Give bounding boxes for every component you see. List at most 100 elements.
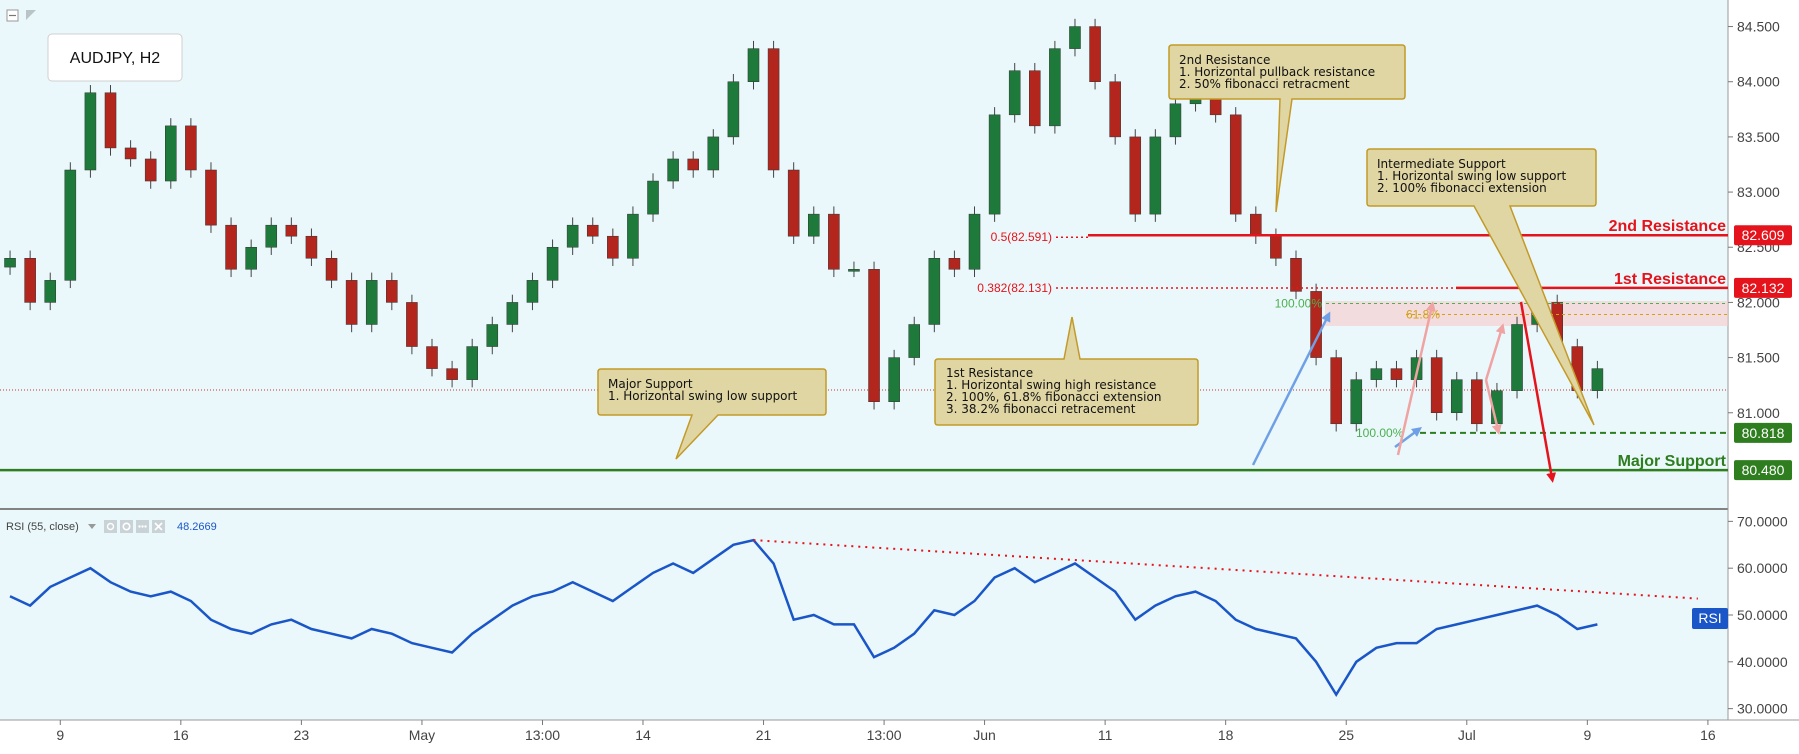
candle-body — [848, 269, 860, 272]
swing-arrow-blue-small — [1394, 427, 1423, 449]
time-axis-tick-label: Jun — [973, 727, 996, 743]
symbol-label-box[interactable]: AUDJPY, H2 — [47, 33, 183, 82]
rsi-format-dropdown-icon[interactable] — [88, 524, 96, 529]
time-axis-tick-label: May — [409, 727, 435, 743]
callout-major-support-title: Major Support — [608, 377, 693, 391]
candle-body — [1350, 379, 1363, 425]
rsi-visibility-icon[interactable] — [104, 520, 117, 533]
candle-body — [988, 114, 1001, 215]
callout-first-resistance-line-1: 1. Horizontal swing high resistance — [946, 378, 1156, 392]
price-axis-tick-label: 84.000 — [1737, 74, 1780, 90]
candle-body — [1129, 136, 1142, 215]
candle-body — [144, 158, 157, 182]
candle-body — [968, 213, 981, 270]
rsi-line — [9, 538, 1598, 697]
candle-body — [1330, 357, 1342, 425]
price-axis[interactable]: 84.50084.00083.50083.00082.50082.00081.5… — [1728, 19, 1780, 421]
swing-arrow-up-pink — [1396, 301, 1436, 456]
candle-body — [265, 224, 278, 248]
candle-body — [365, 280, 378, 325]
candlestick-series — [4, 18, 1604, 432]
time-axis-tick-label: 25 — [1338, 727, 1354, 743]
candle-body — [1471, 379, 1483, 425]
candle-body — [24, 258, 36, 303]
candle-body — [767, 48, 780, 171]
callout-major-support[interactable]: Major Support 1. Horizontal swing low su… — [597, 368, 827, 460]
candle-body — [44, 280, 57, 303]
price-axis-tick-label: 82.000 — [1737, 294, 1780, 310]
rsi-axis-tick-label: 30.0000 — [1737, 701, 1788, 717]
price-pane-background — [0, 0, 1728, 508]
candle-body — [607, 235, 619, 259]
time-axis[interactable]: 9 16 23 May 13:00 14 21 13:00 Jun 11 18 25 Jul 9 16 — [56, 720, 1716, 743]
callout-intermediate-support-line-1: 1. Horizontal swing low support — [1377, 169, 1566, 183]
candle-body — [165, 125, 177, 182]
callout-major-support-line-1: 1. Horizontal swing low support — [608, 389, 797, 403]
rsi-remove-icon[interactable] — [152, 520, 165, 533]
candle-body — [787, 169, 800, 237]
price-tag-second-resistance: 82.609 — [1734, 225, 1792, 246]
price-axis-panel — [1728, 0, 1799, 720]
candle-body — [928, 258, 941, 325]
candle-body — [948, 258, 961, 270]
callout-first-resistance[interactable]: 1st Resistance 1. Horizontal swing high … — [934, 316, 1199, 426]
callout-second-resistance-line-2: 2. 50% fibonacci retracment — [1179, 77, 1350, 91]
swing-arrow-up-blue — [1251, 311, 1331, 466]
time-axis-tick-label: 13:00 — [525, 727, 560, 743]
candle-body — [546, 246, 559, 281]
candle-body — [1370, 368, 1383, 380]
time-axis-tick-label: 18 — [1218, 727, 1234, 743]
candle-body — [1229, 114, 1242, 215]
rsi-more-icon[interactable] — [136, 520, 149, 533]
rsi-badge: RSI — [1692, 608, 1728, 629]
collapse-pane-icon[interactable] — [6, 9, 19, 22]
candle-body — [747, 48, 760, 82]
callout-intermediate-support-title: Intermediate Support — [1377, 157, 1506, 171]
time-axis-tick-label: 9 — [56, 727, 64, 743]
candle-body — [1390, 368, 1403, 380]
candle-body — [586, 224, 599, 237]
projection-arrow-red — [1519, 301, 1557, 483]
rsi-axis-tick-label: 70.0000 — [1737, 513, 1788, 529]
fib-0382-label: 0.382(82.131) — [977, 281, 1052, 295]
rsi-settings-icon[interactable] — [120, 520, 133, 533]
price-axis-tick-label: 81.000 — [1737, 405, 1780, 421]
price-axis-tick-label: 84.500 — [1737, 19, 1780, 35]
time-axis-tick-label: 14 — [635, 727, 651, 743]
rsi-pane-background — [0, 510, 1728, 720]
rsi-axis-tick-label: 50.0000 — [1737, 607, 1788, 623]
time-axis-tick-label: 21 — [756, 727, 772, 743]
time-axis-tick-label: 13:00 — [867, 727, 902, 743]
callout-second-resistance-title: 2nd Resistance — [1179, 53, 1270, 67]
candle-body — [124, 147, 137, 160]
candle-body — [1149, 136, 1162, 215]
rsi-axis-tick-label: 40.0000 — [1737, 654, 1788, 670]
rsi-label: RSI (55, close) — [6, 521, 79, 533]
price-tag-major-support: 80.480 — [1734, 460, 1792, 481]
price-axis-tick-label: 83.000 — [1737, 184, 1780, 200]
rsi-axis-tick-label: 60.0000 — [1737, 560, 1788, 576]
candle-body — [506, 302, 519, 325]
candle-body — [868, 269, 880, 402]
candle-body — [1250, 213, 1262, 237]
callout-second-resistance[interactable]: 2nd Resistance 1. Horizontal pullback re… — [1168, 44, 1406, 213]
price-tag-intermediate-support-text: 80.818 — [1742, 425, 1785, 441]
candle-body — [1089, 26, 1101, 82]
candle-body — [667, 158, 679, 182]
rsi-axis[interactable]: 70.0000 60.0000 50.0000 40.0000 30.0000 — [1728, 513, 1788, 717]
price-tag-first-resistance-text: 82.132 — [1742, 280, 1785, 296]
candle-body — [185, 125, 197, 171]
time-axis-tick-label: 16 — [1700, 727, 1716, 743]
candle-body — [1109, 81, 1121, 138]
rsi-badge-text: RSI — [1698, 610, 1721, 626]
price-axis-tick-label: 83.500 — [1737, 129, 1780, 145]
callout-intermediate-support[interactable]: Intermediate Support 1. Horizontal swing… — [1366, 148, 1597, 426]
candle-body — [1290, 258, 1302, 292]
candle-body — [888, 357, 900, 402]
time-axis-tick-label: 16 — [173, 727, 189, 743]
candle-body — [828, 213, 840, 270]
candle-body — [285, 224, 298, 237]
fib-100-bottom-label: 100.00% — [1356, 426, 1404, 440]
